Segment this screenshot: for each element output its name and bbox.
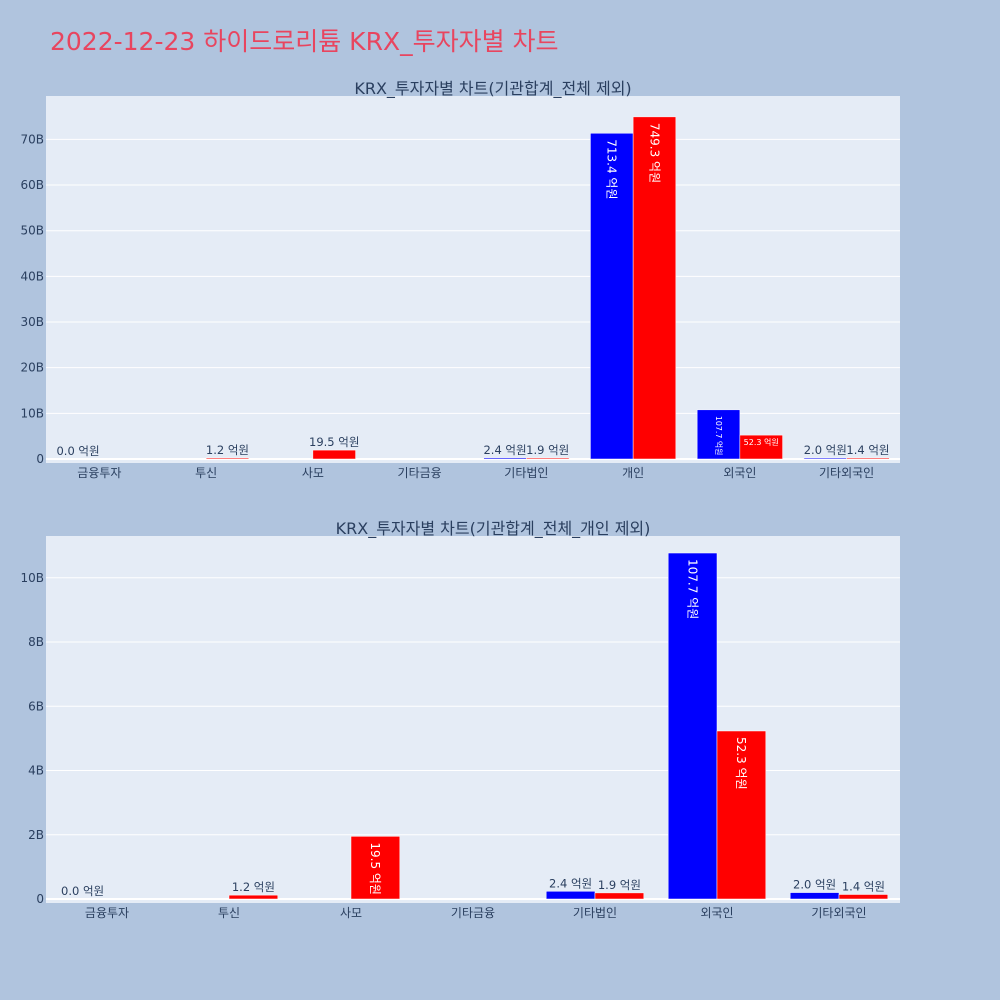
bar-sell [228,894,279,900]
y-tick-label: 8B [28,635,44,649]
data-label: 2.0 억원 [804,443,847,457]
y-tick-label: 10B [20,406,44,420]
data-label: 107.7 억원 [685,559,699,619]
data-label: 1.9 억원 [598,878,641,892]
x-tick-label: 기타법인 [504,466,548,480]
chart-1-title: KRX_투자자별 차트(기관합계_전체 제외) [354,79,631,99]
y-tick-label: 20B [20,361,44,375]
bar-sell [838,894,889,900]
chart-2-title: KRX_투자자별 차트(기관합계_전체_개인 제외) [336,519,651,539]
bar-sell [846,457,890,460]
data-label: 1.9 억원 [526,443,569,457]
bar-sell [594,892,645,900]
x-tick-label: 금융투자 [77,466,121,480]
bar-sell [312,449,356,460]
bar-buy [667,552,718,900]
bar-sell [716,730,767,900]
y-tick-label: 10B [20,571,44,585]
y-tick-label: 60B [20,178,44,192]
y-tick-label: 0 [36,452,44,466]
y-tick-label: 4B [28,764,44,778]
data-label: 19.5 억원 [368,842,382,895]
data-label: 107.7 억원 [714,416,724,456]
data-label: 2.4 억원 [549,876,592,890]
data-label: 0.0 억원 [61,884,104,898]
y-tick-label: 0 [36,892,44,906]
data-label: 749.3 억원 [647,123,661,183]
data-label: 1.2 억원 [232,880,275,894]
bar-sell [350,836,401,900]
y-tick-label: 30B [20,315,44,329]
y-tick-label: 70B [20,132,44,146]
data-label: 2.4 억원 [483,443,526,457]
x-tick-label: 기타법인 [573,906,617,920]
x-tick-label: 사모 [302,466,324,480]
bars-1: 0.0 억원 1.2 억원 19.5 억원 2.4 억원 1.9 억원 713.4 억원 7… [56,116,890,460]
data-label: 19.5 억원 [309,435,359,449]
chart-1: 0 10B 20B 30B 40B 50B 60B 70B 0.0 억원 1.2 억원 19.5 … [20,79,900,480]
bar-buy [789,892,840,900]
plot-area-1 [46,96,900,463]
bar-sell [526,457,570,460]
x-tick-label: 기타외국인 [819,466,874,480]
bar-buy [696,409,741,460]
x-tick-label: 개인 [622,466,644,480]
data-label: 52.3 억원 [734,737,748,790]
bar-sell [205,457,250,460]
bar-sell [739,434,783,460]
x-tick-label: 외국인 [700,906,733,920]
x-tick-label: 기타금융 [398,466,442,480]
data-label: 0.0 억원 [56,444,99,458]
x-tick-label: 기타외국인 [811,906,866,920]
y-axis-2: 0 2B 4B 6B 8B 10B [20,571,44,906]
bar-buy [803,457,847,460]
y-tick-label: 6B [28,699,44,713]
x-tick-label: 금융투자 [85,906,129,920]
x-tick-label: 투신 [218,906,240,920]
y-axis-1: 0 10B 20B 30B 40B 50B 60B 70B [20,132,44,466]
y-tick-label: 2B [28,828,44,842]
y-tick-label: 40B [20,269,44,283]
data-label: 713.4 억원 [605,139,619,199]
x-tick-label: 기타금융 [451,906,495,920]
bar-buy [545,891,596,900]
y-tick-label: 50B [20,224,44,238]
data-label: 1.4 억원 [846,443,889,457]
data-label: 1.4 억원 [842,880,885,894]
data-label: 52.3 억원 [744,437,779,447]
x-axis-2: 금융투자 투신 사모 기타금융 기타법인 외국인 기타외국인 [85,906,867,920]
bar-buy [590,133,634,460]
x-tick-label: 사모 [340,906,362,920]
chart-2: 0 2B 4B 6B 8B 10B 0.0 억원 1.2 억원 19.5 억원 2.4 억원 1.… [20,519,900,920]
bar-buy [483,457,527,460]
bar-sell [632,116,677,460]
data-label: 2.0 억원 [793,878,836,892]
x-axis-1: 금융투자 투신 사모 기타금융 기타법인 개인 외국인 기타외국인 [77,466,874,480]
x-tick-label: 외국인 [723,466,756,480]
bars-2: 0.0 억원 1.2 억원 19.5 억원 2.4 억원 1.9 억원 107.7 억원 5… [61,552,889,900]
data-label: 1.2 억원 [206,443,249,457]
x-tick-label: 투신 [195,466,217,480]
page-title: 2022-12-23 하이드로리튬 KRX_투자자별 차트 [50,27,559,56]
plot-area-2 [46,536,900,903]
